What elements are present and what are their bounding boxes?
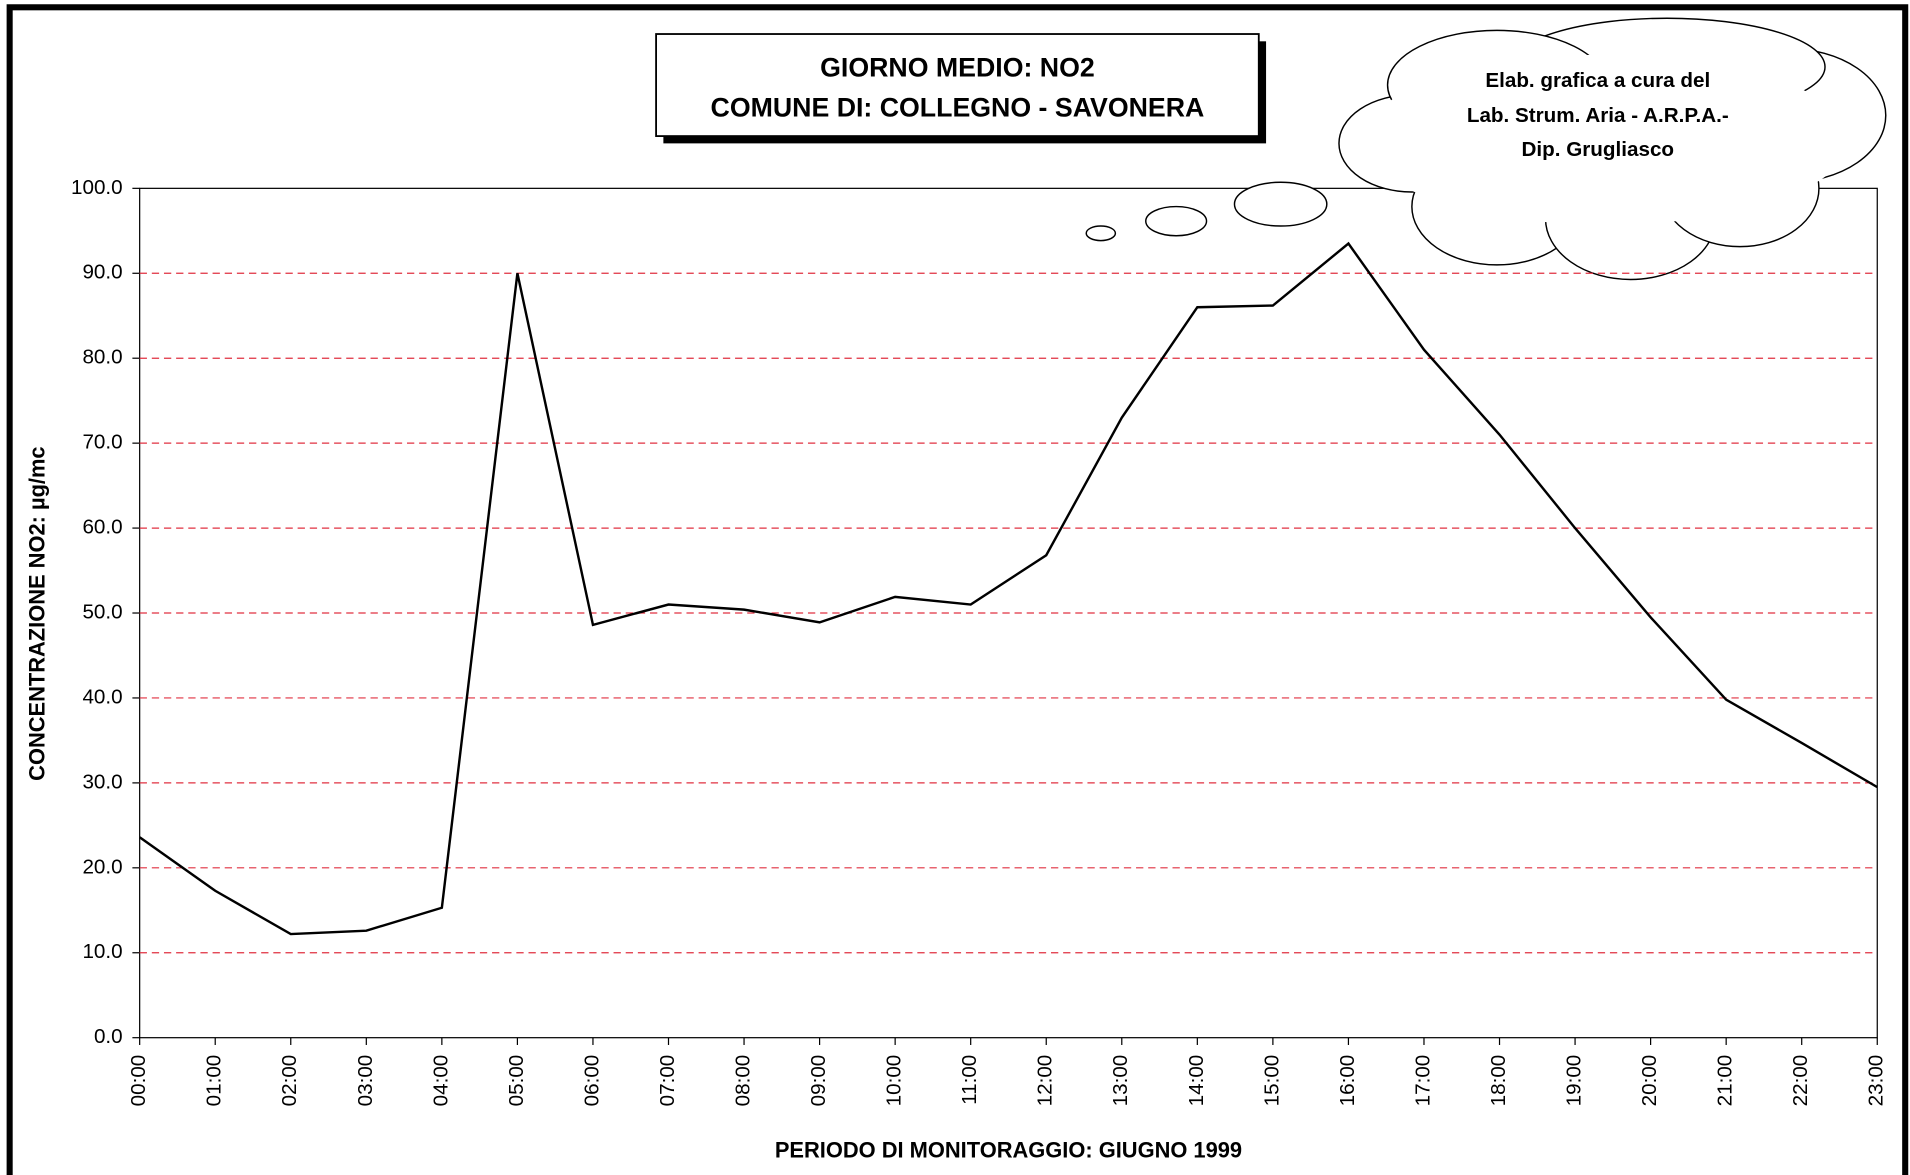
- annotation: Elab. grafica a cura del: [1485, 69, 1710, 92]
- x-tick-label: 11:00: [958, 1055, 981, 1105]
- x-axis-label: PERIODO DI MONITORAGGIO: GIUGNO 1999: [775, 1138, 1242, 1163]
- x-tick-label: 03:00: [354, 1055, 377, 1107]
- y-tick-label: 60.0: [82, 516, 122, 539]
- x-tick-label: 02:00: [278, 1055, 301, 1107]
- x-tick-label: 15:00: [1260, 1055, 1283, 1107]
- x-tick-label: 07:00: [656, 1055, 679, 1107]
- chart: GIORNO MEDIO: NO2 COMUNE DI: COLLEGNO - …: [0, 0, 1910, 1175]
- x-tick-label: 01:00: [203, 1055, 226, 1107]
- annotation: Lab. Strum. Aria - A.R.P.A.-: [1467, 104, 1729, 127]
- x-tick-label: 04:00: [429, 1055, 452, 1107]
- y-tick-label: 70.0: [82, 431, 122, 454]
- chart-title: COMUNE DI: COLLEGNO - SAVONERA: [711, 92, 1205, 122]
- y-tick-label: 50.0: [82, 600, 122, 623]
- annotation: Dip. Grugliasco: [1522, 138, 1675, 161]
- y-tick-label: 40.0: [82, 685, 122, 708]
- y-axis-label: CONCENTRAZIONE NO2: µg/mc: [25, 446, 50, 780]
- y-tick-label: 30.0: [82, 770, 122, 793]
- y-tick-label: 80.0: [82, 346, 122, 369]
- x-tick-label: 19:00: [1563, 1055, 1586, 1107]
- y-tick-label: 90.0: [82, 261, 122, 284]
- x-tick-label: 06:00: [580, 1055, 603, 1107]
- y-tick-label: 10.0: [82, 940, 122, 963]
- x-tick-label: 22:00: [1789, 1055, 1812, 1107]
- x-tick-label: 05:00: [505, 1055, 528, 1107]
- x-tick-label: 00:00: [127, 1055, 150, 1107]
- x-tick-label: 08:00: [732, 1055, 755, 1107]
- x-tick-label: 21:00: [1714, 1055, 1737, 1107]
- x-tick-label: 23:00: [1865, 1055, 1888, 1107]
- x-tick-label: 10:00: [883, 1055, 906, 1107]
- y-tick-label: 0.0: [94, 1025, 123, 1048]
- x-tick-label: 16:00: [1336, 1055, 1359, 1107]
- x-tick-label: 18:00: [1487, 1055, 1510, 1107]
- x-tick-label: 12:00: [1034, 1055, 1057, 1107]
- y-tick-label: 20.0: [82, 855, 122, 878]
- chart-title: GIORNO MEDIO: NO2: [820, 52, 1095, 82]
- x-tick-label: 20:00: [1638, 1055, 1661, 1107]
- y-tick-label: 100.0: [71, 176, 123, 199]
- x-tick-label: 14:00: [1185, 1055, 1208, 1107]
- x-tick-label: 09:00: [807, 1055, 830, 1107]
- x-tick-label: 17:00: [1411, 1055, 1434, 1107]
- x-tick-label: 13:00: [1109, 1055, 1132, 1107]
